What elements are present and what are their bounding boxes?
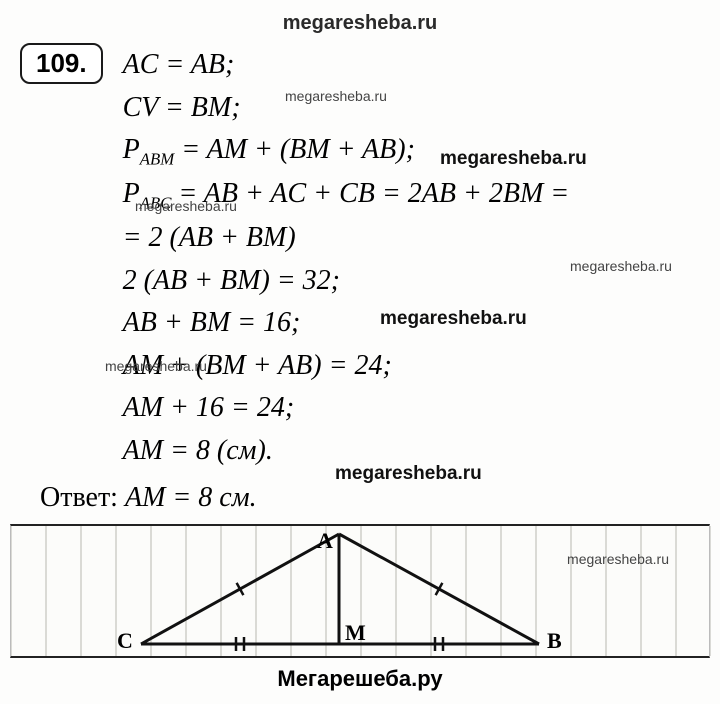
line-3-prefix: P [123, 134, 140, 165]
line-4: PABC = AB + AC + CB = 2AB + 2BM = [123, 174, 570, 216]
math-lines: AC = AB; CV = BM; PABM = AM + (BM + AB);… [117, 43, 570, 474]
triangle-diagram: ACMB megaresheba.ru [10, 524, 710, 658]
line-9: AM + 16 = 24; [123, 388, 570, 429]
diagram-svg: A C M B [11, 526, 711, 656]
line-6: 2 (AB + BM) = 32; [123, 261, 570, 302]
line-10-text: AM = 8 (см). [123, 435, 273, 466]
line-3-sub: ABM [140, 150, 174, 169]
svg-text:A: A [317, 528, 333, 553]
line-4-rest: = AB + AC + CB = 2AB + 2BM = [171, 178, 569, 209]
solution-content: 109. AC = AB; CV = BM; PABM = AM + (BM +… [0, 43, 720, 514]
line-7: AB + BM = 16; [123, 303, 570, 344]
page-header: megaresheba.ru [0, 0, 720, 43]
svg-text:M: M [345, 620, 366, 645]
answer-line: Ответ: AM = 8 см. [40, 482, 690, 514]
line-10: AM = 8 (см). [123, 431, 570, 472]
line-4-sub: ABC [140, 194, 172, 213]
line-2: CV = BM; [123, 88, 570, 129]
svg-text:C: C [117, 628, 133, 653]
page-footer: Мегарешеба.ру [0, 658, 720, 700]
line-8: AM + (BM + AB) = 24; [123, 346, 570, 387]
line-3: PABM = AM + (BM + AB); [123, 130, 570, 172]
line-5: = 2 (AB + BM) [123, 218, 570, 259]
line-1: AC = AB; [123, 45, 570, 86]
watermark-4: megaresheba.ru [570, 258, 672, 274]
problem-number-box: 109. [20, 43, 103, 84]
svg-text:B: B [547, 628, 562, 653]
answer-label: Ответ: [40, 482, 118, 513]
line-3-rest: = AM + (BM + AB); [174, 134, 415, 165]
line-4-prefix: P [123, 178, 140, 209]
answer-value: AM = 8 см. [125, 482, 257, 513]
